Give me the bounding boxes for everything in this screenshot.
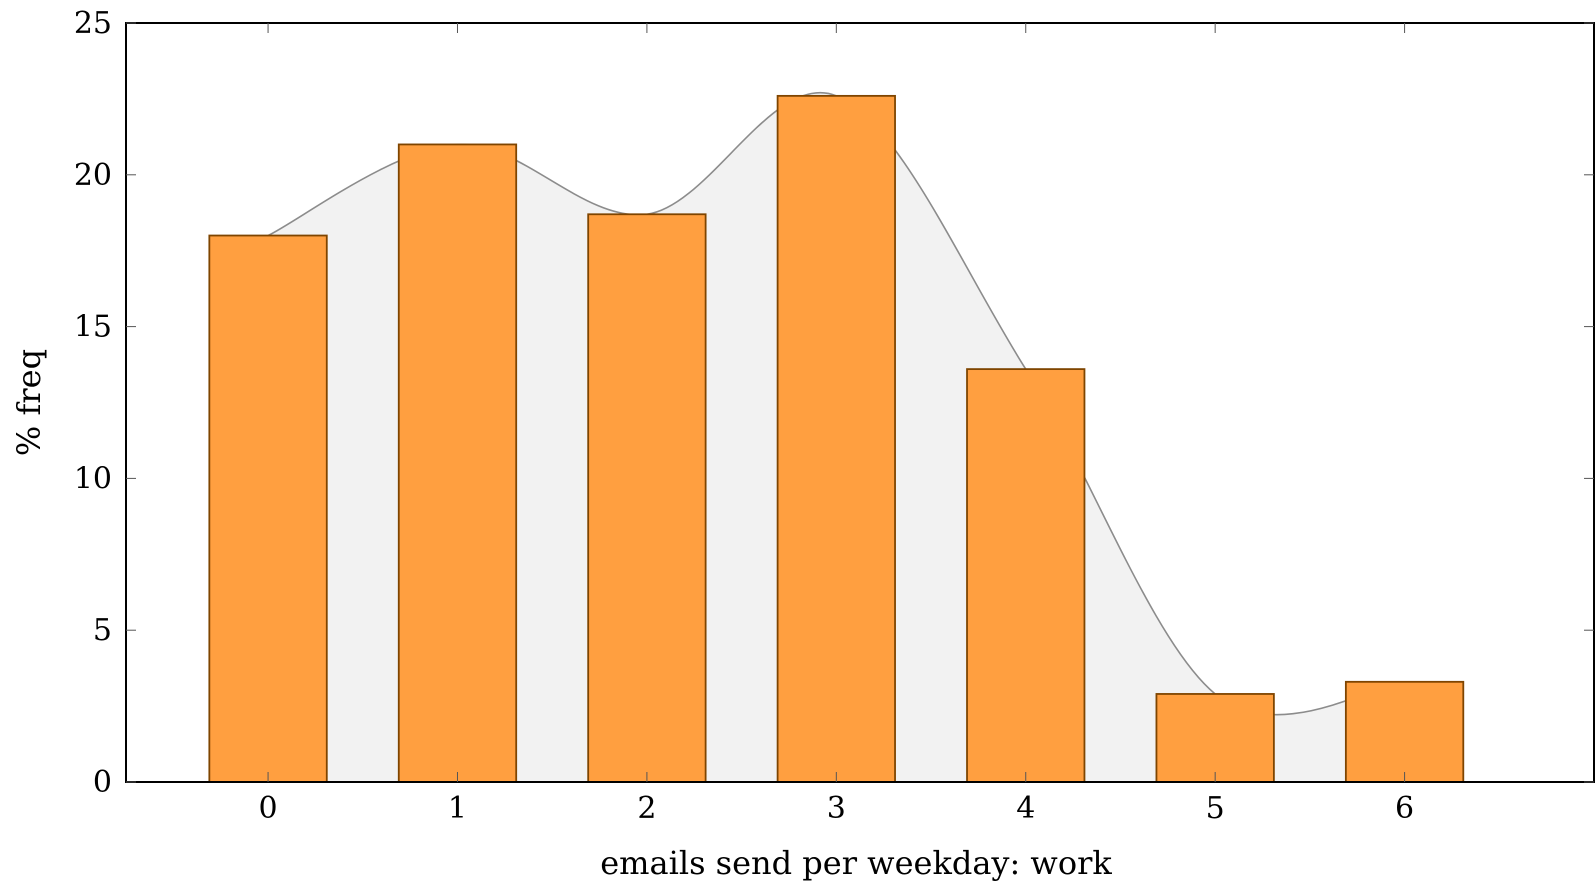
x-tick-label: 6 bbox=[1395, 791, 1414, 826]
x-tick-label: 3 bbox=[827, 791, 846, 826]
x-tick-label: 2 bbox=[637, 791, 656, 826]
bar-layer bbox=[208, 94, 1465, 783]
y-tick-label: 25 bbox=[74, 6, 112, 41]
bar-1 bbox=[397, 143, 518, 783]
bar-5 bbox=[1155, 693, 1275, 783]
bar-2 bbox=[587, 213, 707, 783]
y-tick-label: 5 bbox=[93, 613, 112, 648]
tick-layer: 0 1 2 3 4 5 6 0 5 10 15 20 25 bbox=[74, 6, 1594, 826]
x-tick-label: 1 bbox=[448, 791, 467, 826]
bar-0 bbox=[208, 234, 328, 783]
y-tick-label: 0 bbox=[93, 765, 112, 800]
y-tick-label: 20 bbox=[74, 158, 112, 193]
x-tick-label: 5 bbox=[1206, 791, 1225, 826]
y-tick-label: 15 bbox=[74, 310, 112, 345]
x-tick-label: 4 bbox=[1016, 791, 1035, 826]
bar-6 bbox=[1344, 680, 1465, 783]
bar-4 bbox=[966, 368, 1086, 783]
y-axis-label: % freq bbox=[10, 349, 48, 456]
y-tick-label: 10 bbox=[74, 461, 112, 496]
plot-frame bbox=[125, 22, 1595, 783]
x-tick-label: 0 bbox=[259, 791, 278, 826]
x-axis-label: emails send per weekday: work bbox=[600, 844, 1112, 882]
bar-3 bbox=[776, 94, 896, 783]
